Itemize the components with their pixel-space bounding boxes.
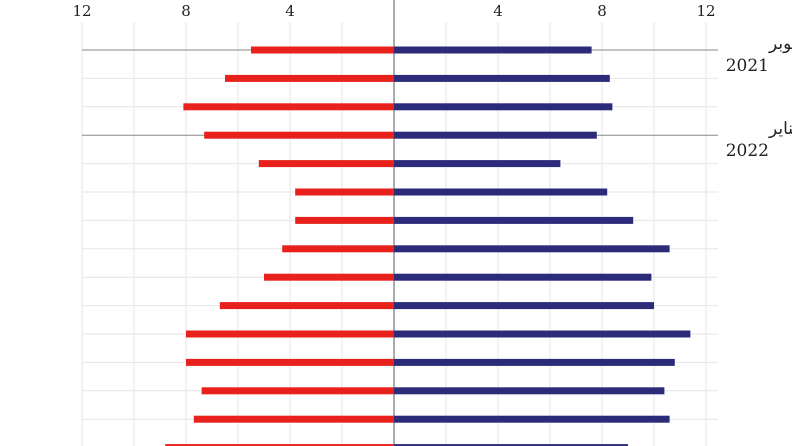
right-bar [394,103,613,111]
year-label: 2022 [726,141,769,161]
right-bar [394,131,597,139]
right-tick-label: 8 [597,2,607,20]
right-bar [394,46,592,54]
right-bar [394,444,628,446]
left-bar [225,74,394,82]
bars [165,46,691,446]
left-tick-label: 4 [285,2,295,20]
row-labels: أكتوبر2021 يناير2022 [726,32,792,161]
right-bar [394,245,670,253]
right-bar [394,160,561,168]
left-bar [201,387,394,395]
left-tick-label: 8 [181,2,191,20]
month-label: يناير [768,119,792,139]
right-bar [394,330,691,338]
left-tick-label: 12 [72,2,91,20]
left-bar [165,444,394,446]
right-bar [394,415,670,423]
left-bar [264,273,394,281]
left-bar [219,302,394,310]
right-bar [394,188,608,196]
left-bar [295,216,394,224]
left-bar [295,188,394,196]
right-tick-label: 4 [493,2,503,20]
month-label: أكتوبر [768,32,792,54]
right-bar [394,358,675,366]
left-bar [193,415,394,423]
left-bar [251,46,394,54]
left-bar [282,245,394,253]
left-bar [186,358,394,366]
year-label: 2021 [726,56,769,76]
right-bar [394,273,652,281]
right-bar [394,74,610,82]
left-bar [204,131,394,139]
left-bar [183,103,394,111]
left-bar [258,160,394,168]
left-bar [186,330,394,338]
right-bar [394,387,665,395]
right-bar [394,216,634,224]
right-tick-label: 12 [696,2,715,20]
axis-tick-labels: 4 4 8 8 12 12 [72,2,715,20]
right-bar [394,302,654,310]
